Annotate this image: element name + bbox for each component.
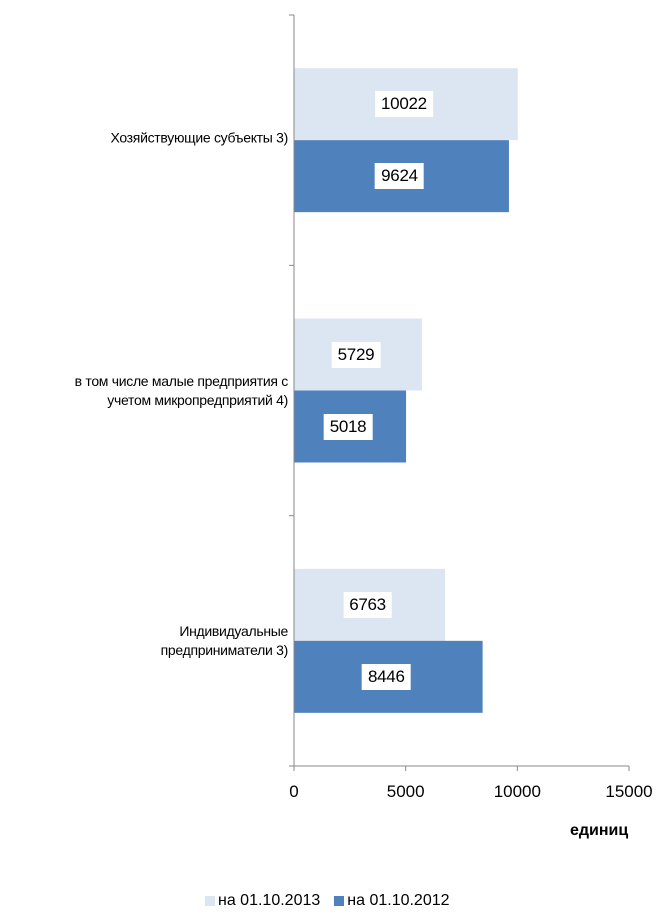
category-label-3: Индивидуальные предприниматели 3)	[160, 622, 289, 658]
legend-swatch-2013	[205, 896, 215, 906]
data-label-2012-cat1: 9624	[375, 163, 424, 190]
x-tick-label-5000: 5000	[386, 782, 425, 801]
x-axis-unit-label: единиц	[570, 822, 629, 839]
legend-label-2012: на 01.10.2012	[347, 892, 450, 909]
legend-item-2013: на 01.10.2013	[205, 892, 320, 910]
x-tick-label-10000: 10000	[493, 782, 541, 801]
data-label-2012-cat3: 8446	[362, 663, 411, 690]
category-label-2: в том числе малые предприятия с учетом ми…	[74, 372, 289, 408]
legend-label-2013: на 01.10.2013	[218, 892, 321, 909]
data-label-2013-cat3: 6763	[343, 591, 392, 618]
legend-item-2012: на 01.10.2012	[334, 892, 450, 910]
data-label-2013-cat1: 10022	[375, 91, 433, 118]
legend-swatch-2012	[334, 896, 345, 906]
category-label-1: Хозяйствующие субъекты 3)	[110, 129, 288, 146]
data-label-2012-cat2: 5018	[323, 413, 373, 440]
x-tick-label-15000: 15000	[605, 782, 653, 801]
x-tick-label-0: 0	[289, 782, 299, 801]
legend: на 01.10.2013 на 01.10.2012	[205, 892, 450, 910]
data-label-2013-cat2: 5729	[331, 341, 381, 368]
